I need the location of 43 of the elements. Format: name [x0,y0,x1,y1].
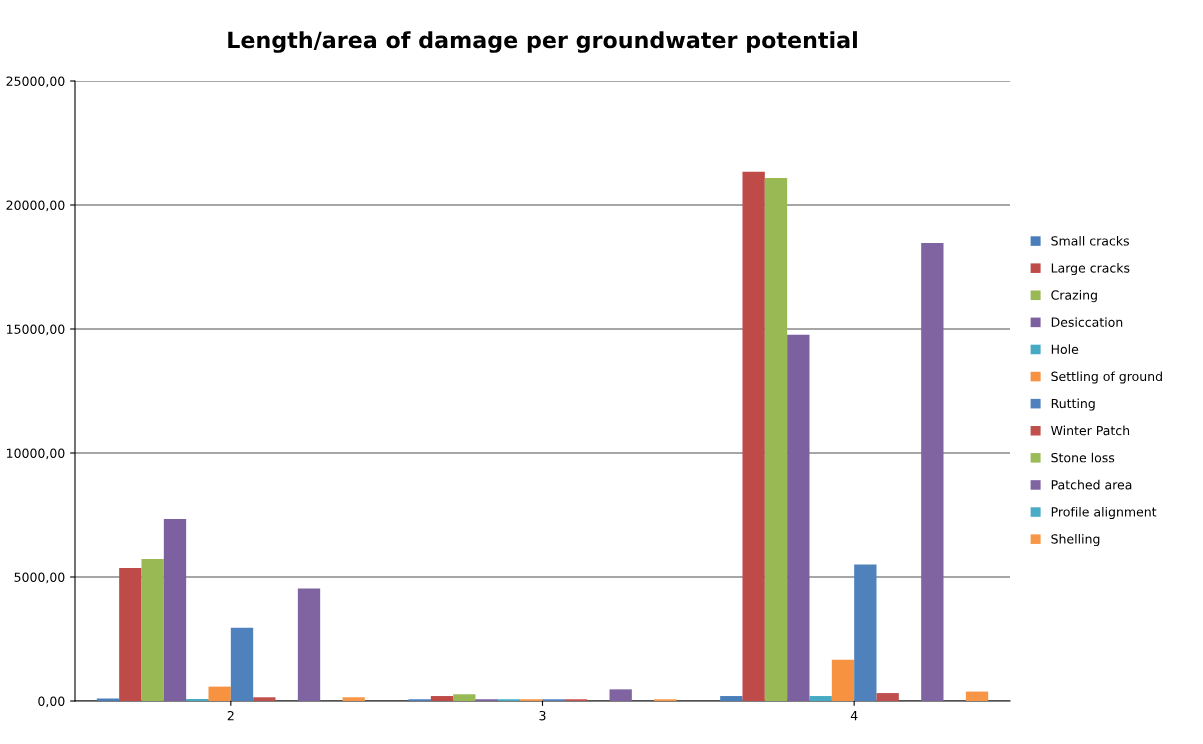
bar [809,696,832,701]
y-tick-label: 25000,00 [6,76,65,88]
bar [141,558,164,701]
bar [430,696,454,701]
legend-label: Winter Patch [1051,425,1130,436]
bar [965,691,989,701]
bar [163,518,187,701]
y-tick-label: 5000,00 [14,572,65,584]
legend-label: Small cracks [1051,235,1129,246]
bar [876,693,899,701]
bar [453,694,476,701]
y-tick-label: 10000,00 [7,448,65,460]
chart-title: Length/area of damage per groundwater potential [228,31,857,53]
bar [921,242,944,701]
y-tick-label: 0,00 [38,696,65,708]
bar [208,686,231,701]
legend-label: Crazing [1051,290,1097,303]
legend-label: Desiccation [1051,317,1123,327]
bar [742,171,765,701]
legend-label: Shelling [1051,533,1100,547]
legend-label: Rutting [1051,398,1095,411]
bar [609,689,632,701]
y-tick-label: 15000,00 [7,324,65,336]
bar [787,334,810,701]
legend-label: Settling of ground [1051,371,1162,384]
bar [230,627,254,701]
legend-label: Profile alignment [1051,506,1157,519]
legend-label: Stone loss [1051,452,1115,463]
legend-label: Patched area [1051,479,1132,490]
bar [342,697,365,701]
bar [720,696,743,701]
x-tick-label: 3 [539,710,546,721]
bar [831,659,855,701]
legend-label: Large cracks [1051,263,1130,276]
bar [253,697,276,701]
bar [764,177,788,701]
x-tick-label: 4 [850,711,858,721]
x-tick-label: 2 [227,710,234,721]
bar [297,588,321,701]
bar [119,568,142,701]
legend-label: Hole [1051,344,1079,354]
bar [854,564,877,701]
y-tick-label: 20000,00 [6,200,65,212]
